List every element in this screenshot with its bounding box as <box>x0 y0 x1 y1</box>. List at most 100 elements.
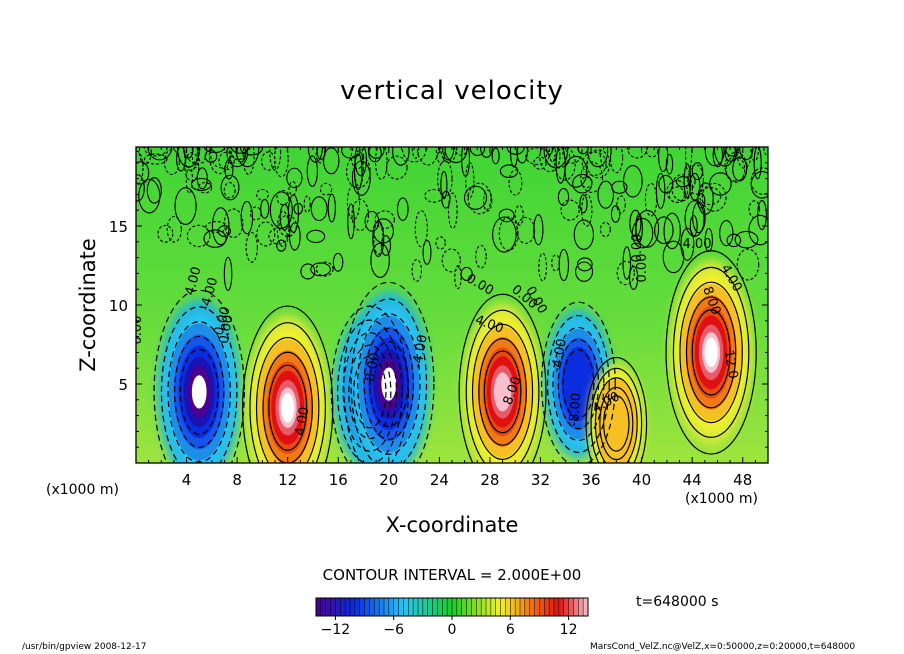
contour-label: 0.00 <box>212 305 234 337</box>
colorbar-cell <box>369 598 375 616</box>
colorbar-cell <box>510 598 516 616</box>
contour-7 <box>672 266 750 439</box>
contour-4 <box>478 338 527 446</box>
colorbar-cell <box>461 598 467 616</box>
contour-6 <box>603 395 630 452</box>
colorbar-tick-label: 12 <box>560 622 578 638</box>
colorbar-cell <box>534 598 540 616</box>
footer-left: /usr/bin/gpview 2008-12-17 <box>22 642 147 652</box>
contour-5 <box>546 314 610 454</box>
colorbar-cell <box>539 598 545 616</box>
colorbar-cell <box>573 598 579 616</box>
contour-5 <box>540 301 616 463</box>
contour-label: 4.00 <box>683 237 712 252</box>
contour-labels: 0.00 4.00 0.00 -4.00 0.00 4.00 -8.00 -4.00 0.00 4… <box>130 234 745 437</box>
colorbar-cell <box>544 598 550 616</box>
colorbar-cell <box>335 598 341 616</box>
contour-1 <box>268 364 308 451</box>
plot-background <box>136 147 768 463</box>
y-axis-ticks: 5 10 15 <box>109 162 768 448</box>
colorbar-cell <box>471 598 477 616</box>
contour-3 <box>363 327 414 441</box>
contour-label: 0.00 <box>635 254 650 283</box>
colorbar-tick-label: 6 <box>506 622 515 638</box>
colorbar-cell <box>413 598 419 616</box>
colorbar-cell <box>486 598 492 616</box>
x-tick-label: 20 <box>379 471 398 489</box>
colorbar-cell <box>350 598 356 616</box>
contour-3 <box>357 313 421 455</box>
contour-4 <box>465 309 540 463</box>
colorbar-cell <box>447 598 453 616</box>
contour-lines <box>153 250 757 463</box>
colorbar-cell <box>437 598 443 616</box>
contour-7 <box>685 296 737 409</box>
time-label: t=648000 s <box>636 594 719 610</box>
colorbar-cell <box>374 598 380 616</box>
contour-0 <box>160 306 238 463</box>
contour-1 <box>249 322 326 463</box>
y-tick-label: 15 <box>109 218 128 236</box>
colorbar-cell <box>418 598 424 616</box>
contour-3 <box>343 281 435 463</box>
colorbar-cell <box>568 598 574 616</box>
contour-5 <box>562 349 595 419</box>
colorbar-tick-label: −6 <box>383 622 404 638</box>
colorbar-cell <box>495 598 501 616</box>
y-tick-label: 5 <box>118 376 128 394</box>
x-axis-label: X-coordinate <box>385 513 519 537</box>
contour-7 <box>691 309 731 396</box>
colorbar-cell <box>583 598 589 616</box>
colorbar-cell <box>505 598 511 616</box>
colorbar-cell <box>388 598 395 616</box>
x-tick-label: 4 <box>182 471 192 489</box>
colorbar-cell <box>515 598 521 616</box>
contour-0 <box>173 335 225 448</box>
x-unit-right: (x1000 m) <box>685 491 758 507</box>
colorbar-cell <box>398 598 404 616</box>
contour-0 <box>153 289 245 463</box>
contour-6 <box>585 356 648 463</box>
y-axis-label: Z-coordinate <box>76 238 100 372</box>
colorbar-cell <box>408 598 414 616</box>
contour-6 <box>594 377 638 463</box>
feature-1 <box>246 315 329 463</box>
contour-label: -8.00 <box>567 392 585 427</box>
contour-2 <box>330 305 409 463</box>
contour-interval-label: CONTOUR INTERVAL = 2.000E+00 <box>322 566 582 584</box>
contour-label: 0.00 <box>630 234 645 263</box>
contour-label: -4.00 <box>549 338 570 374</box>
x-axis-ticks: 4 8 12 16 20 24 28 32 36 40 44 48 <box>148 147 756 489</box>
contour-4 <box>471 323 534 460</box>
contour-label: 12.0 <box>721 349 741 380</box>
contour-2 <box>348 344 392 440</box>
colorbar-cell <box>384 598 390 616</box>
colorbar-cell <box>422 598 429 616</box>
colorbar-cell <box>529 598 535 616</box>
colorbar-cell <box>340 598 346 616</box>
contour-1 <box>241 305 334 463</box>
x-tick-label: 28 <box>480 471 499 489</box>
x-tick-label: 44 <box>683 471 702 489</box>
contour-1 <box>262 351 313 463</box>
x-tick-label: 24 <box>430 471 449 489</box>
colorbar-cell <box>452 598 458 616</box>
colorbar-cell <box>456 598 463 616</box>
x-tick-label: 36 <box>581 471 600 489</box>
contour-label: 0.00 <box>130 316 145 345</box>
footer-right: MarsCond_VelZ.nc@VelZ,x=0:50000,z=0:2000… <box>590 642 856 652</box>
colorbar-cell <box>432 598 438 616</box>
chart-title: vertical velocity <box>340 76 564 106</box>
colorbar-cell <box>345 598 351 616</box>
x-tick-label: 40 <box>632 471 651 489</box>
colorbar-cell <box>554 598 560 616</box>
x-tick-label: 8 <box>232 471 242 489</box>
contour-3 <box>369 340 409 428</box>
colorbar-tick-label: −12 <box>321 622 351 638</box>
colorbar-cell <box>563 598 569 616</box>
contour-label: 4.00 <box>293 406 313 437</box>
contour-1 <box>255 336 320 463</box>
x-tick-label: 48 <box>733 471 752 489</box>
colorbar: −12 −6 0 6 12 <box>315 597 589 638</box>
contour-7 <box>679 281 743 424</box>
